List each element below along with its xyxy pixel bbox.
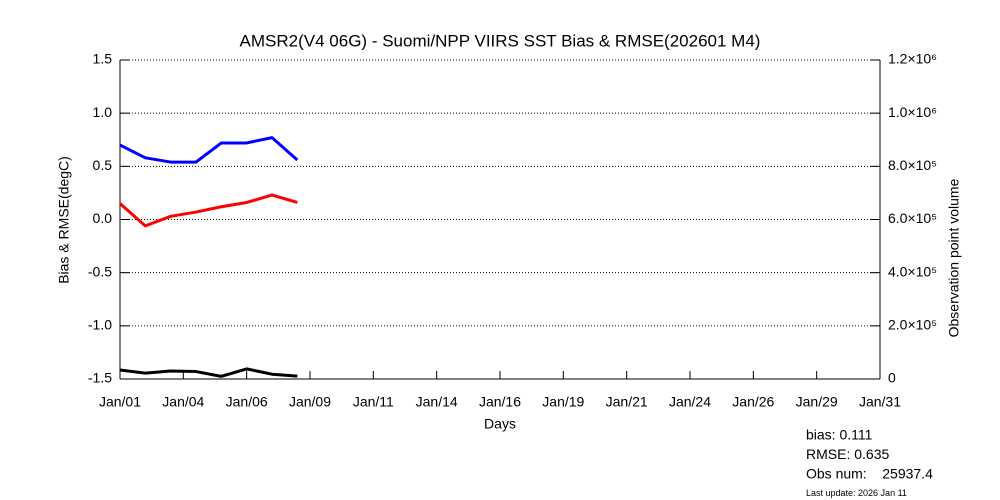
y-tick-label: 1.0 <box>93 104 113 120</box>
annotation: Last update: 2026 Jan 11 <box>806 488 907 498</box>
y-tick-label: 0.0 <box>93 210 113 226</box>
x-tick-label: Jan/04 <box>162 394 204 410</box>
data-line <box>119 136 299 164</box>
y-tick-label: 0.5 <box>93 157 113 173</box>
x-tick-label: Jan/19 <box>542 394 584 410</box>
x-tick-label: Jan/24 <box>669 394 711 410</box>
y-tick-label: -1.0 <box>88 317 112 333</box>
x-tick-label: Jan/31 <box>859 394 901 410</box>
y2-tick-label: 6.0×10⁵ <box>888 210 937 226</box>
y-tick-label: -0.5 <box>88 263 112 279</box>
data-line <box>119 193 298 228</box>
x-axis-label: Days <box>484 416 516 432</box>
y-tick-label: -1.5 <box>88 370 112 386</box>
x-tick-label: Jan/16 <box>479 394 521 410</box>
annotation: bias: 0.111 <box>806 427 873 443</box>
x-tick-label: Jan/29 <box>796 394 838 410</box>
y-tick-label: 1.5 <box>93 51 113 67</box>
y2-tick-label: 1.0×10⁶ <box>888 104 937 120</box>
chart-title: AMSR2(V4 06G) - Suomi/NPP VIIRS SST Bias… <box>240 31 761 50</box>
y2-axis-label: Observation point volume <box>946 178 962 337</box>
annotation: RMSE: 0.635 <box>806 446 889 462</box>
x-tick-label: Jan/26 <box>732 394 774 410</box>
x-tick-label: Jan/21 <box>606 394 648 410</box>
x-tick-label: Jan/06 <box>226 394 268 410</box>
x-tick-label: Jan/14 <box>416 394 458 410</box>
x-tick-label: Jan/01 <box>99 394 141 410</box>
y2-tick-label: 8.0×10⁵ <box>888 157 937 173</box>
y2-tick-label: 0 <box>888 370 896 386</box>
x-tick-label: Jan/11 <box>353 394 394 410</box>
data-line <box>119 367 298 378</box>
y2-tick-label: 4.0×10⁵ <box>888 263 937 279</box>
x-tick-label: Jan/09 <box>289 394 331 410</box>
y2-tick-label: 1.2×10⁶ <box>888 51 937 67</box>
y-axis-label: Bias & RMSE(degC) <box>56 156 72 284</box>
annotation: Obs num: 25937.4 <box>806 466 933 482</box>
y2-tick-label: 2.0×10⁵ <box>888 317 937 333</box>
